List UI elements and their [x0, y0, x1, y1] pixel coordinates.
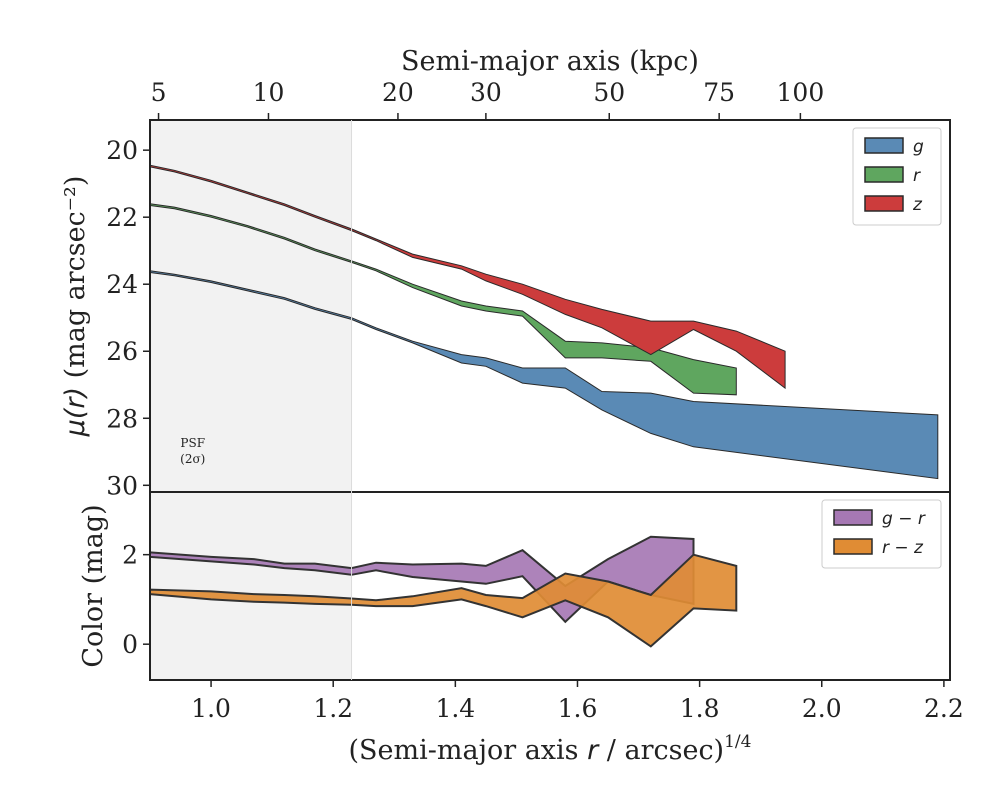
- kpc-tick-label: 5: [151, 78, 167, 107]
- legend-swatch: [833, 538, 873, 555]
- top-ytick-label: 30: [106, 471, 138, 500]
- xtick-label: 1.2: [313, 694, 353, 723]
- xtick-label: 1.6: [558, 694, 598, 723]
- psf-shaded-region-bottom: [150, 492, 352, 680]
- kpc-tick-label: 30: [470, 78, 502, 107]
- top-ytick-label: 28: [106, 404, 138, 433]
- band-g: [150, 270, 939, 480]
- top-ytick-label: 22: [106, 203, 138, 232]
- psf-shaded-region: [150, 120, 352, 492]
- kpc-tick-label: 20: [382, 78, 414, 107]
- xtick-label: 1.4: [435, 694, 475, 723]
- x-axis-label: (Semi-major axis r / arcsec)1/4: [349, 732, 752, 766]
- xtick-label: 1.8: [680, 694, 720, 723]
- kpc-tick-label: 75: [703, 78, 735, 107]
- bottom-panel-frame: [149, 491, 951, 681]
- bottom-ytick-label: 2: [122, 541, 138, 570]
- top-ytick-label: 26: [106, 337, 138, 366]
- kpc-tick-label: 100: [777, 78, 825, 107]
- legend-swatch: [833, 509, 873, 526]
- legend-swatch: [864, 137, 904, 154]
- kpc-tick-label: 50: [593, 78, 625, 107]
- band-r: [150, 203, 737, 396]
- xtick-label: 2.0: [802, 694, 842, 723]
- psf-label: PSF (2σ): [180, 436, 205, 466]
- kpc-tick-label: 10: [253, 78, 285, 107]
- top-ytick-label: 24: [106, 270, 138, 299]
- legend-entry: z: [912, 195, 923, 215]
- band-rz: [150, 553, 738, 648]
- legend-swatch: [864, 195, 904, 212]
- top-ytick-label: 20: [106, 136, 138, 165]
- top-panel: PSF (2σ) 20 22 24 26 28 30 5 10 20 30 50 75 100 Semi-ma…: [60, 46, 951, 500]
- legend-entry: r: [913, 166, 921, 186]
- legend-swatch: [864, 166, 904, 183]
- xtick-label: 2.2: [924, 694, 964, 723]
- bottom-ytick-label: 0: [122, 630, 138, 659]
- bottom-y-axis-label: Color (mag): [78, 504, 109, 667]
- legend-entry: g: [913, 137, 924, 157]
- top-x-axis-label: Semi-major axis (kpc): [401, 46, 699, 77]
- legend-entry: g − r: [882, 509, 926, 529]
- top-y-axis-label: μ(r) (mag arcsec⁻²): [60, 176, 91, 438]
- xtick-label: 1.0: [191, 694, 231, 723]
- bottom-panel: 0 2 1.0 1.2 1.4 1.6 1.8 2.0 2.2 (Semi-major axis …: [78, 491, 964, 766]
- legend-entry: r − z: [882, 538, 924, 558]
